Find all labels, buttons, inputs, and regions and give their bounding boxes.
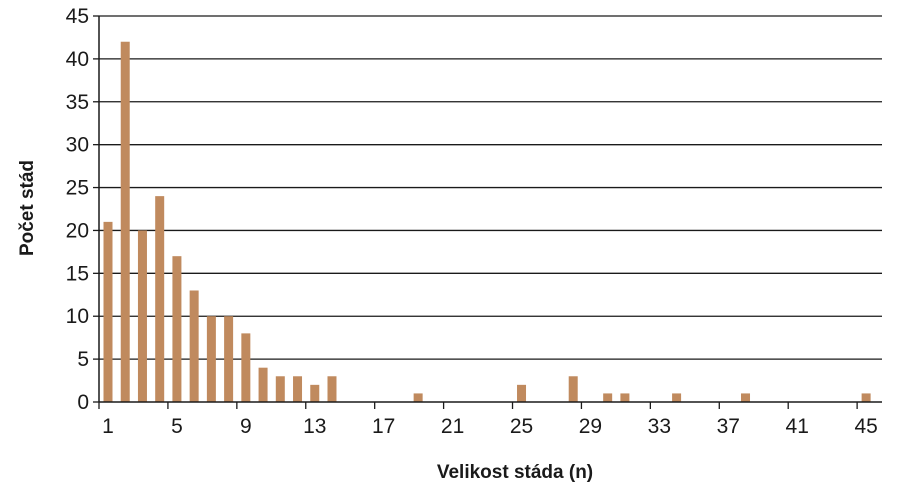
bar	[137, 230, 147, 402]
y-axis-title: Počet stád	[17, 160, 38, 256]
bar	[172, 256, 182, 402]
y-tick-label: 15	[66, 262, 89, 285]
x-tick-label: 21	[441, 415, 464, 438]
bar	[275, 376, 285, 402]
x-tick-label: 25	[510, 415, 533, 438]
bar	[241, 333, 251, 402]
bar	[327, 376, 337, 402]
y-tick-label: 35	[66, 91, 89, 114]
bar	[672, 393, 682, 402]
bar	[206, 316, 216, 402]
bar	[103, 221, 113, 402]
y-tick-label: 10	[66, 305, 89, 328]
y-tick-label: 0	[77, 391, 89, 414]
y-tick-label: 20	[66, 219, 89, 242]
bar	[189, 290, 199, 402]
bar	[603, 393, 613, 402]
y-tick-label: 45	[66, 5, 89, 28]
x-tick-label: 29	[579, 415, 602, 438]
x-tick-label: 17	[372, 415, 395, 438]
bar	[224, 316, 234, 402]
bar	[155, 196, 165, 402]
y-tick-labels: 0 5 10 15 20 25 30 35 40 45	[66, 5, 89, 414]
x-tick-label: 33	[648, 415, 671, 438]
x-tick-label: 37	[717, 415, 740, 438]
y-tick-label: 30	[66, 134, 89, 157]
gridlines	[99, 15, 882, 360]
bar	[120, 41, 130, 402]
y-tick-label: 40	[66, 48, 89, 71]
y-tick-label: 25	[66, 177, 89, 200]
bar	[741, 393, 751, 402]
bar	[861, 393, 871, 402]
bar	[293, 376, 303, 402]
x-tick-label: 13	[303, 415, 326, 438]
bar	[568, 376, 578, 402]
bar	[413, 393, 423, 402]
x-tick-label: 41	[786, 415, 809, 438]
x-axis-title: Velikost stáda (n)	[437, 462, 593, 483]
bars	[103, 41, 871, 402]
x-tick-label: 45	[854, 415, 877, 438]
bar	[258, 367, 268, 402]
x-tick-labels: 1 5 9 13 17 21 25 29 33 37 41 45	[102, 415, 878, 438]
x-tick-label: 5	[171, 415, 183, 438]
x-tick-label: 1	[102, 415, 114, 438]
x-tick-label: 9	[240, 415, 252, 438]
bar	[517, 384, 527, 402]
bar	[620, 393, 630, 402]
bar	[310, 384, 320, 402]
axes	[93, 15, 882, 409]
y-tick-label: 5	[77, 348, 89, 371]
